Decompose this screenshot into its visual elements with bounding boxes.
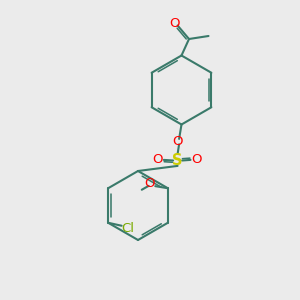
Text: O: O (191, 153, 202, 167)
Text: Cl: Cl (121, 222, 134, 235)
Text: O: O (169, 16, 179, 30)
Text: O: O (144, 177, 154, 190)
Text: O: O (152, 153, 163, 167)
Text: S: S (172, 153, 183, 168)
Text: O: O (172, 135, 183, 148)
